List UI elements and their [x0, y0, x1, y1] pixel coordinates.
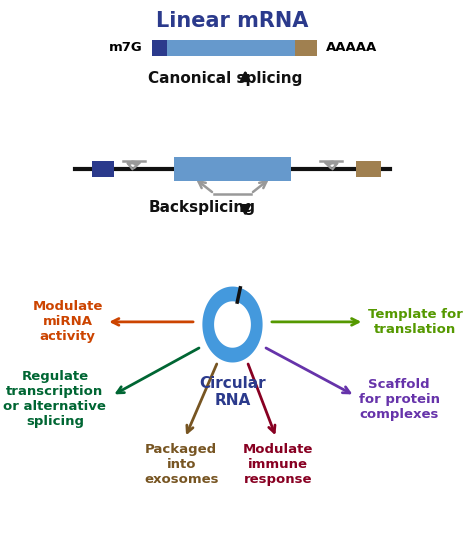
Text: Circular
RNA: Circular RNA — [199, 376, 266, 408]
Bar — [174, 157, 291, 181]
Bar — [152, 39, 167, 55]
Text: Scaffold
for protein
complexes: Scaffold for protein complexes — [359, 378, 439, 421]
Bar — [356, 161, 381, 177]
Bar — [92, 161, 114, 177]
Text: Modulate
immune
response: Modulate immune response — [243, 443, 313, 486]
Text: Linear mRNA: Linear mRNA — [156, 11, 308, 31]
Bar — [167, 39, 295, 55]
Text: Packaged
into
exosomes: Packaged into exosomes — [144, 443, 219, 486]
PathPatch shape — [202, 287, 263, 362]
Text: Canonical splicing: Canonical splicing — [148, 71, 303, 86]
Text: Regulate
transcription
or alternative
splicing: Regulate transcription or alternative sp… — [3, 370, 106, 429]
Text: Modulate
miRNA
activity: Modulate miRNA activity — [32, 301, 103, 343]
Text: Backsplicing: Backsplicing — [148, 200, 255, 215]
Text: m7G: m7G — [109, 41, 143, 54]
Text: AAAAA: AAAAA — [326, 41, 377, 54]
Bar — [295, 39, 316, 55]
Text: Template for
translation: Template for translation — [368, 308, 463, 336]
